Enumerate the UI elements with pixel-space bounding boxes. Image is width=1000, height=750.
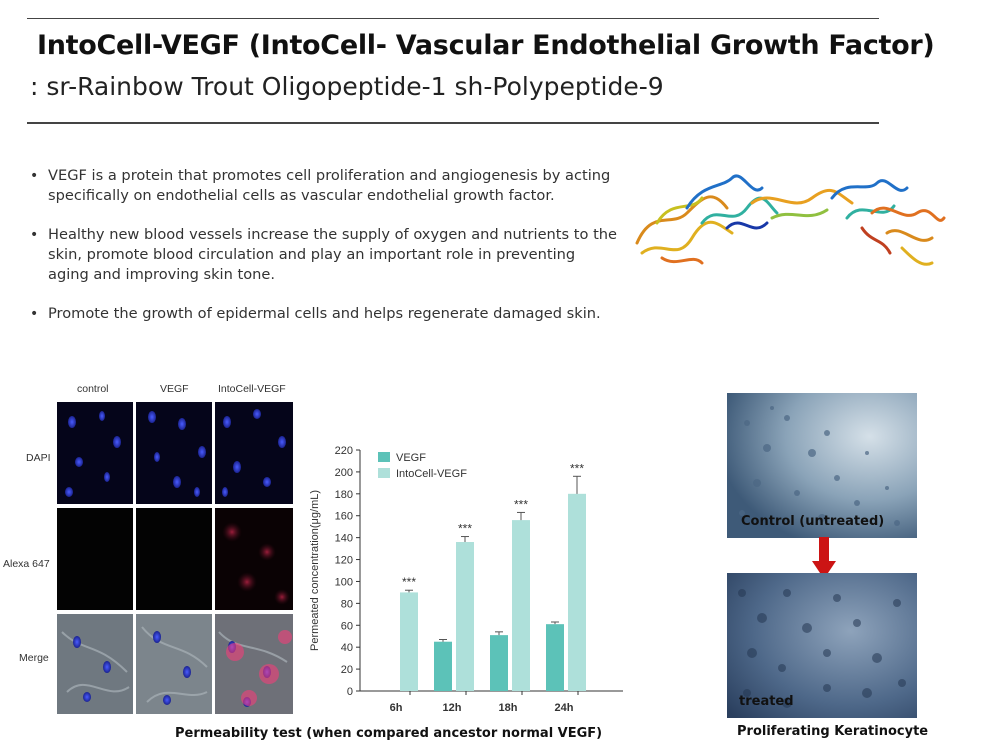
row-label-merge: Merge xyxy=(19,652,49,664)
y-tick-label: 120 xyxy=(335,555,353,567)
y-tick-label: 140 xyxy=(335,533,353,545)
y-tick-label: 80 xyxy=(341,598,353,610)
microscopy-grid xyxy=(57,402,293,714)
y-tick-label: 100 xyxy=(335,576,353,588)
x-tick-label: 12h xyxy=(443,702,462,714)
column-label-intocell-vegf: IntoCell-VEGF xyxy=(218,383,286,395)
y-tick-label: 20 xyxy=(341,664,353,676)
bar-intocell-vegf xyxy=(568,493,586,691)
x-tick-label: 6h xyxy=(390,702,403,714)
bar-intocell-vegf xyxy=(400,592,418,691)
legend-entry: IntoCell-VEGF xyxy=(396,468,467,480)
proliferating-caption: Proliferating Keratinocyte xyxy=(737,724,929,739)
column-label-control: control xyxy=(77,383,109,395)
bar-intocell-vegf xyxy=(512,520,530,691)
y-tick-label: 0 xyxy=(347,686,353,698)
treated-label: treated xyxy=(739,694,794,709)
column-label-vegf: VEGF xyxy=(160,383,189,395)
significance-label: *** xyxy=(458,522,472,536)
y-tick-label: 160 xyxy=(335,511,353,523)
bar-intocell-vegf xyxy=(456,542,474,691)
page-title: IntoCell-VEGF (IntoCell- Vascular Endoth… xyxy=(37,30,935,61)
protein-structure-image xyxy=(635,174,946,266)
y-axis-label: Permeated concentration(μg/mL) xyxy=(309,490,321,651)
legend-entry: VEGF xyxy=(396,452,426,464)
significance-label: *** xyxy=(570,461,584,475)
bullet-item: Healthy new blood vessels increase the s… xyxy=(30,225,620,285)
permeability-caption: Permeability test (when compared ancesto… xyxy=(175,726,603,741)
legend-swatch xyxy=(378,468,390,478)
x-tick-label: 18h xyxy=(499,702,518,714)
row-label-dapi: DAPI xyxy=(26,452,51,464)
bar-vegf xyxy=(490,635,508,691)
y-tick-label: 200 xyxy=(335,467,353,479)
control-label: Control (untreated) xyxy=(741,514,885,529)
y-tick-label: 40 xyxy=(341,642,353,654)
permeability-bar-chart: 0 20 40 60 80 100 120 140 160 180 200 220 Permeated … xyxy=(309,445,623,714)
legend-swatch xyxy=(378,452,390,462)
down-arrow-icon xyxy=(812,537,836,579)
x-tick-label: 24h xyxy=(555,702,574,714)
significance-label: *** xyxy=(402,575,416,589)
treated-keratinocyte-image xyxy=(727,573,917,718)
bar-vegf xyxy=(434,641,452,691)
bullet-item: VEGF is a protein that promotes cell pro… xyxy=(30,166,620,206)
bullet-item: Promote the growth of epidermal cells an… xyxy=(30,304,620,324)
page-subtitle: : sr-Rainbow Trout Oligopeptide-1 sh-Pol… xyxy=(30,72,664,101)
top-rule xyxy=(27,18,879,19)
control-keratinocyte-image xyxy=(727,393,917,538)
bullet-list: VEGF is a protein that promotes cell pro… xyxy=(30,166,620,343)
y-tick-label: 60 xyxy=(341,620,353,632)
title-underline xyxy=(27,122,879,124)
y-tick-label: 220 xyxy=(335,445,353,457)
row-label-alexa: Alexa 647 xyxy=(3,558,50,570)
bar-vegf xyxy=(546,624,564,691)
significance-label: *** xyxy=(514,497,528,511)
y-tick-label: 180 xyxy=(335,489,353,501)
